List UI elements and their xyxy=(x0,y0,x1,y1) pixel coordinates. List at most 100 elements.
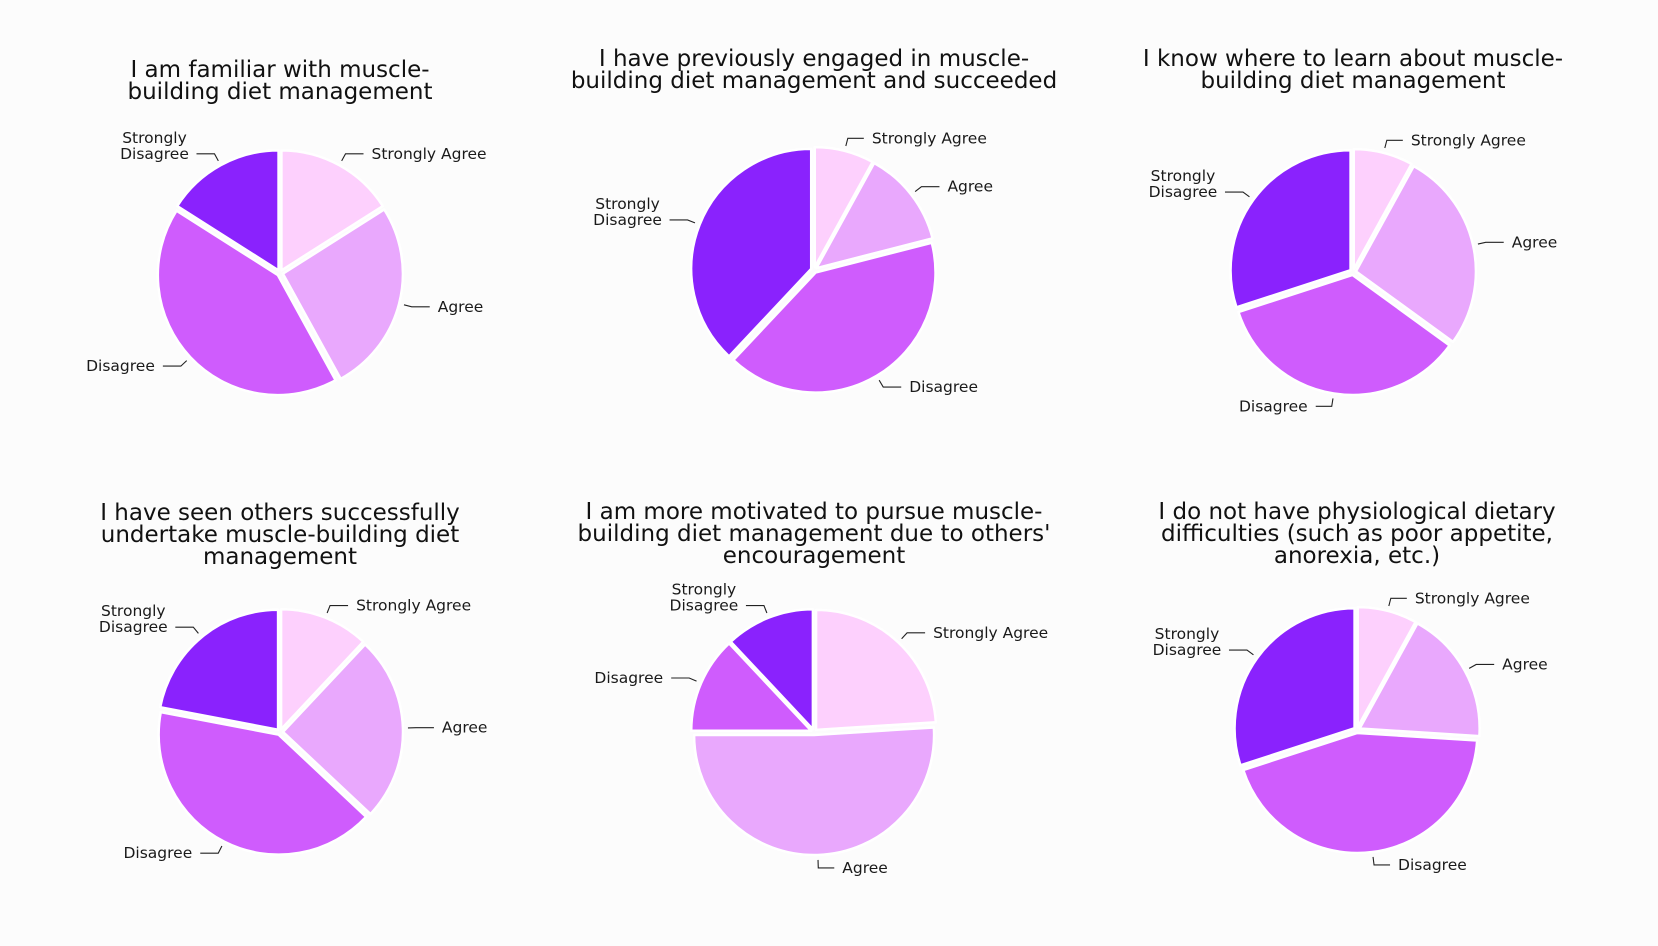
slice-label-line: Strongly xyxy=(672,581,737,599)
leader-line xyxy=(745,605,768,614)
leader-line xyxy=(845,137,864,147)
slice-label-line: Disagree xyxy=(1153,641,1222,659)
pie-chart-5: I am more motivated to pursue muscle-bui… xyxy=(578,499,1051,877)
slice-label-disagree: Disagree xyxy=(123,844,192,862)
chart-title-line: I do not have physiological dietary xyxy=(1158,499,1555,525)
slice-strongly-disagree xyxy=(1229,148,1352,309)
slice-strongly-disagree xyxy=(175,149,280,272)
chart-title-line: encouragement xyxy=(723,543,905,569)
slice-label-strongly-agree: Strongly Agree xyxy=(1411,131,1526,149)
slice-label-disagree: Disagree xyxy=(86,357,155,375)
chart-title-line: undertake muscle-building diet xyxy=(101,522,459,548)
leader-line xyxy=(200,845,223,854)
pie-chart-2: I have previously engaged in muscle-buil… xyxy=(571,46,1057,396)
chart-title-line: I have previously engaged in muscle- xyxy=(599,46,1029,72)
slice-label-agree: Agree xyxy=(947,178,993,196)
slice-label-line: Strongly xyxy=(1155,625,1220,643)
slice-label-strongly-disagree: Strongly Disagree xyxy=(1153,625,1222,659)
slice-agree xyxy=(1354,164,1478,344)
slice-strongly-agree xyxy=(280,149,385,272)
slice-label-agree: Agree xyxy=(438,298,484,316)
leader-line xyxy=(1388,597,1407,607)
chart-title-line: I am familiar with muscle- xyxy=(130,57,429,83)
chart-title-line: building diet management and succeeded xyxy=(571,68,1057,94)
chart-title-line: building diet management due to others' xyxy=(578,521,1051,547)
leader-line xyxy=(914,186,940,192)
leader-line xyxy=(162,360,188,367)
leader-line xyxy=(1477,241,1504,245)
pie-chart-6: I do not have physiological dietary diffi… xyxy=(1153,499,1556,874)
leader-line xyxy=(196,153,219,162)
slice-label-line: Strongly xyxy=(122,129,187,147)
slice-label-strongly-disagree: Strongly Disagree xyxy=(670,581,739,615)
slice-label-strongly-agree: Strongly Agree xyxy=(372,145,487,163)
slice-agree xyxy=(1358,622,1481,738)
slice-label-line: Disagree xyxy=(670,597,739,615)
chart-title: I do not have physiological dietary diffi… xyxy=(1158,499,1555,569)
slice-agree xyxy=(281,643,405,816)
leader-line xyxy=(175,626,199,634)
slice-label-agree: Agree xyxy=(1512,233,1558,251)
leader-line xyxy=(669,219,696,224)
pie-chart-3: I know where to learn about muscle-build… xyxy=(1143,46,1563,415)
slice-disagree xyxy=(689,642,813,733)
leader-line xyxy=(1224,191,1250,198)
slice-agree xyxy=(281,208,405,381)
leader-line xyxy=(817,859,835,869)
slice-label-strongly-disagree: Strongly Disagree xyxy=(99,602,168,636)
slice-label-strongly-agree: Strongly Agree xyxy=(356,597,471,615)
chart-title-line: difficulties (such as poor appetite, xyxy=(1161,521,1553,547)
slice-label-strongly-disagree: Strongly Disagree xyxy=(120,129,189,163)
chart-title: I know where to learn about muscle-build… xyxy=(1143,46,1563,94)
leader-line xyxy=(1315,398,1334,407)
slice-label-disagree: Disagree xyxy=(1239,397,1308,415)
slice-strongly-disagree xyxy=(689,147,813,358)
chart-title-line: building diet management xyxy=(1201,68,1506,94)
slice-label-strongly-agree: Strongly Agree xyxy=(1415,589,1530,607)
slice-agree xyxy=(692,726,936,857)
slice-label-agree: Agree xyxy=(442,719,488,737)
slice-label-line: Disagree xyxy=(120,145,189,163)
slice-strongly-disagree xyxy=(729,607,815,731)
leader-line xyxy=(341,153,364,162)
slice-strongly-agree xyxy=(813,145,874,269)
slice-disagree xyxy=(156,209,337,397)
slice-label-strongly-agree: Strongly Agree xyxy=(872,129,987,147)
chart-title-line: I am more motivated to pursue muscle- xyxy=(586,499,1043,525)
slice-strongly-agree xyxy=(814,608,938,732)
slice-strongly-agree xyxy=(1352,147,1413,271)
slice-label-line: Disagree xyxy=(99,618,168,636)
slice-label-line: Strongly xyxy=(1151,167,1216,185)
slice-label-agree: Agree xyxy=(842,859,888,877)
leader-line xyxy=(878,379,902,388)
slice-label-line: Strongly xyxy=(101,602,166,620)
slice-disagree xyxy=(1237,273,1451,397)
slice-label-disagree: Disagree xyxy=(1398,856,1467,874)
slice-strongly-disagree xyxy=(158,608,280,731)
pie-chart-4: I have seen others successfully undertake… xyxy=(99,500,488,862)
slice-label-disagree: Disagree xyxy=(909,378,978,396)
slice-label-strongly-agree: Strongly Agree xyxy=(933,624,1048,642)
slice-disagree xyxy=(157,710,368,856)
slice-label-agree: Agree xyxy=(1502,655,1548,673)
pie-chart-1: I am familiar with muscle-building diet … xyxy=(86,57,487,397)
leader-line xyxy=(1384,139,1403,149)
slice-label-line: Disagree xyxy=(1149,183,1218,201)
slice-label-strongly-disagree: Strongly Disagree xyxy=(1149,167,1218,201)
chart-title: I have seen others successfully undertake… xyxy=(100,500,460,570)
slice-strongly-agree xyxy=(1356,605,1417,729)
slice-agree xyxy=(815,161,934,270)
leader-line xyxy=(1228,649,1254,656)
slice-label-strongly-disagree: Strongly Disagree xyxy=(593,195,662,229)
chart-title-line: building diet management xyxy=(128,79,433,105)
chart-title-line: anorexia, etc.) xyxy=(1274,543,1440,569)
leader-line xyxy=(671,677,697,682)
slice-label-line: Strongly xyxy=(595,195,660,213)
slice-label-line: Disagree xyxy=(593,211,662,229)
slice-disagree xyxy=(1242,731,1479,855)
leader-line xyxy=(1372,856,1391,866)
chart-title: I have previously engaged in muscle-buil… xyxy=(571,46,1057,94)
leader-line xyxy=(901,632,926,640)
leader-line xyxy=(326,605,349,614)
